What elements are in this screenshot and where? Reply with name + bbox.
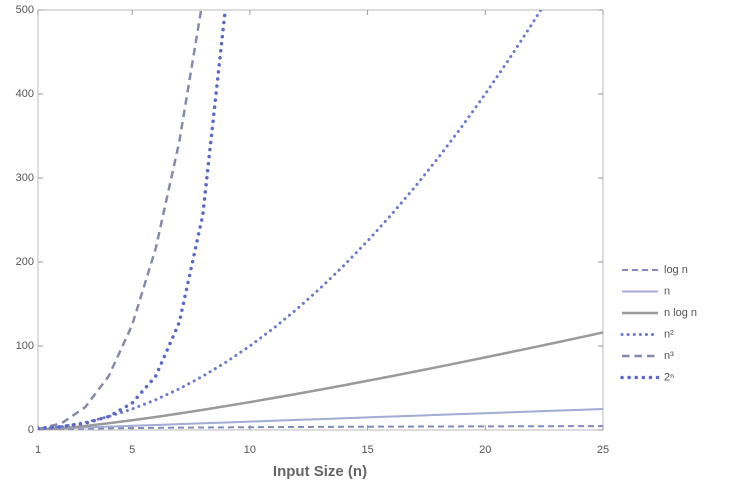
x-tick-label: 20 bbox=[479, 444, 491, 456]
y-tick-label: 500 bbox=[16, 4, 34, 16]
legend-label: log n bbox=[664, 264, 688, 276]
series-line bbox=[38, 331, 603, 430]
x-tick-label: 5 bbox=[129, 444, 135, 456]
plot-frame bbox=[37, 9, 604, 431]
y-tick-label: 400 bbox=[16, 88, 34, 100]
series-line bbox=[38, 408, 603, 430]
x-axis-label: Input Size (n) bbox=[273, 463, 367, 480]
plot-area bbox=[38, 10, 603, 430]
x-tick-label: 10 bbox=[244, 444, 256, 456]
y-tick-label: 200 bbox=[16, 256, 34, 268]
legend-label: n³ bbox=[664, 350, 674, 362]
x-tick-label: 1 bbox=[35, 444, 41, 456]
legend-label: n bbox=[664, 285, 670, 297]
legend-label: n log n bbox=[664, 307, 697, 319]
y-tick-label: 300 bbox=[16, 172, 34, 184]
legend-label: 2ⁿ bbox=[664, 371, 674, 383]
series-line bbox=[38, 425, 603, 430]
x-tick-label: 15 bbox=[361, 444, 373, 456]
series-line bbox=[38, 10, 227, 430]
x-tick-label: 25 bbox=[597, 444, 609, 456]
series-line bbox=[38, 10, 203, 430]
series-line bbox=[38, 10, 543, 430]
y-tick-label: 0 bbox=[28, 424, 34, 436]
y-tick-label: 100 bbox=[16, 340, 34, 352]
legend-label: n² bbox=[664, 328, 674, 340]
